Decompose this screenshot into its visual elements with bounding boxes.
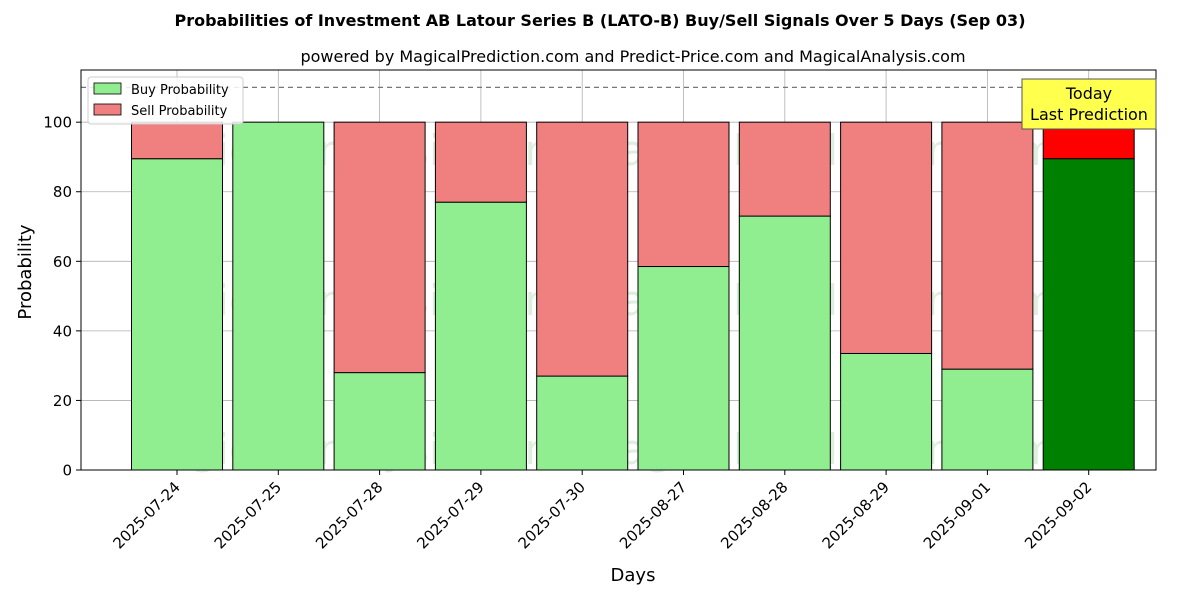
x-tick-label: 2025-08-29 — [819, 478, 893, 552]
bar-sell — [637, 121, 730, 268]
chart-title: Probabilities of Investment AB Latour Se… — [174, 11, 1025, 30]
legend-buy-swatch — [93, 82, 122, 95]
y-tick-label: 100 — [43, 114, 72, 132]
annotation-line2: Last Prediction — [1030, 105, 1148, 124]
legend-sell-label: Sell Probability — [131, 104, 228, 119]
bars — [131, 121, 1135, 471]
bar-buy — [536, 375, 629, 471]
bar-sell — [333, 121, 426, 374]
x-tick-label: 2025-08-28 — [717, 478, 791, 552]
y-tick-label: 0 — [62, 462, 72, 480]
y-tick-label: 80 — [53, 183, 72, 201]
x-tick-label: 2025-07-30 — [515, 478, 589, 552]
bar-sell — [434, 121, 527, 203]
bar-sell — [738, 121, 831, 217]
x-tick-label: 2025-07-25 — [211, 478, 285, 552]
x-tick-label: 2025-09-01 — [920, 478, 994, 552]
bar-buy — [840, 352, 933, 471]
bar-buy — [637, 266, 730, 471]
x-tick-label: 2025-09-02 — [1021, 478, 1095, 552]
bar-buy — [232, 121, 325, 471]
y-axis-ticks: 0 20 40 60 80 100 — [43, 114, 81, 480]
y-tick-label: 40 — [53, 322, 72, 340]
today-annotation: Today Last Prediction — [1021, 78, 1157, 130]
legend: Buy Probability Sell Probability — [87, 76, 244, 125]
x-axis-ticks: 2025-07-24 2025-07-25 2025-07-28 2025-07-29… — [109, 470, 1096, 552]
x-tick-label: 2025-07-24 — [109, 478, 183, 552]
bar-sell — [840, 121, 933, 354]
bar-sell — [536, 121, 629, 377]
bar-buy — [131, 158, 223, 471]
legend-sell-swatch — [93, 103, 122, 116]
annotation-box — [1021, 78, 1157, 130]
bar-buy — [941, 368, 1034, 471]
bar-buy — [434, 201, 527, 471]
bar-sell — [941, 121, 1034, 370]
plot-frame — [80, 69, 1157, 471]
chart-subtitle: powered by MagicalPrediction.com and Pre… — [300, 47, 965, 66]
x-tick-label: 2025-07-29 — [413, 478, 487, 552]
y-tick-label: 60 — [53, 253, 72, 271]
bar-buy — [333, 372, 426, 471]
bar-buy — [738, 215, 831, 471]
x-tick-label: 2025-08-27 — [616, 478, 690, 552]
bar-buy — [1042, 158, 1135, 471]
bar-sell — [131, 121, 223, 160]
legend-box — [87, 76, 244, 125]
x-tick-label: 2025-07-28 — [312, 478, 386, 552]
annotation-line1: Today — [1065, 84, 1112, 103]
y-axis-label: Probability — [15, 224, 36, 319]
x-axis-label: Days — [611, 565, 656, 586]
legend-buy-label: Buy Probability — [131, 83, 229, 98]
y-tick-label: 20 — [53, 392, 72, 410]
